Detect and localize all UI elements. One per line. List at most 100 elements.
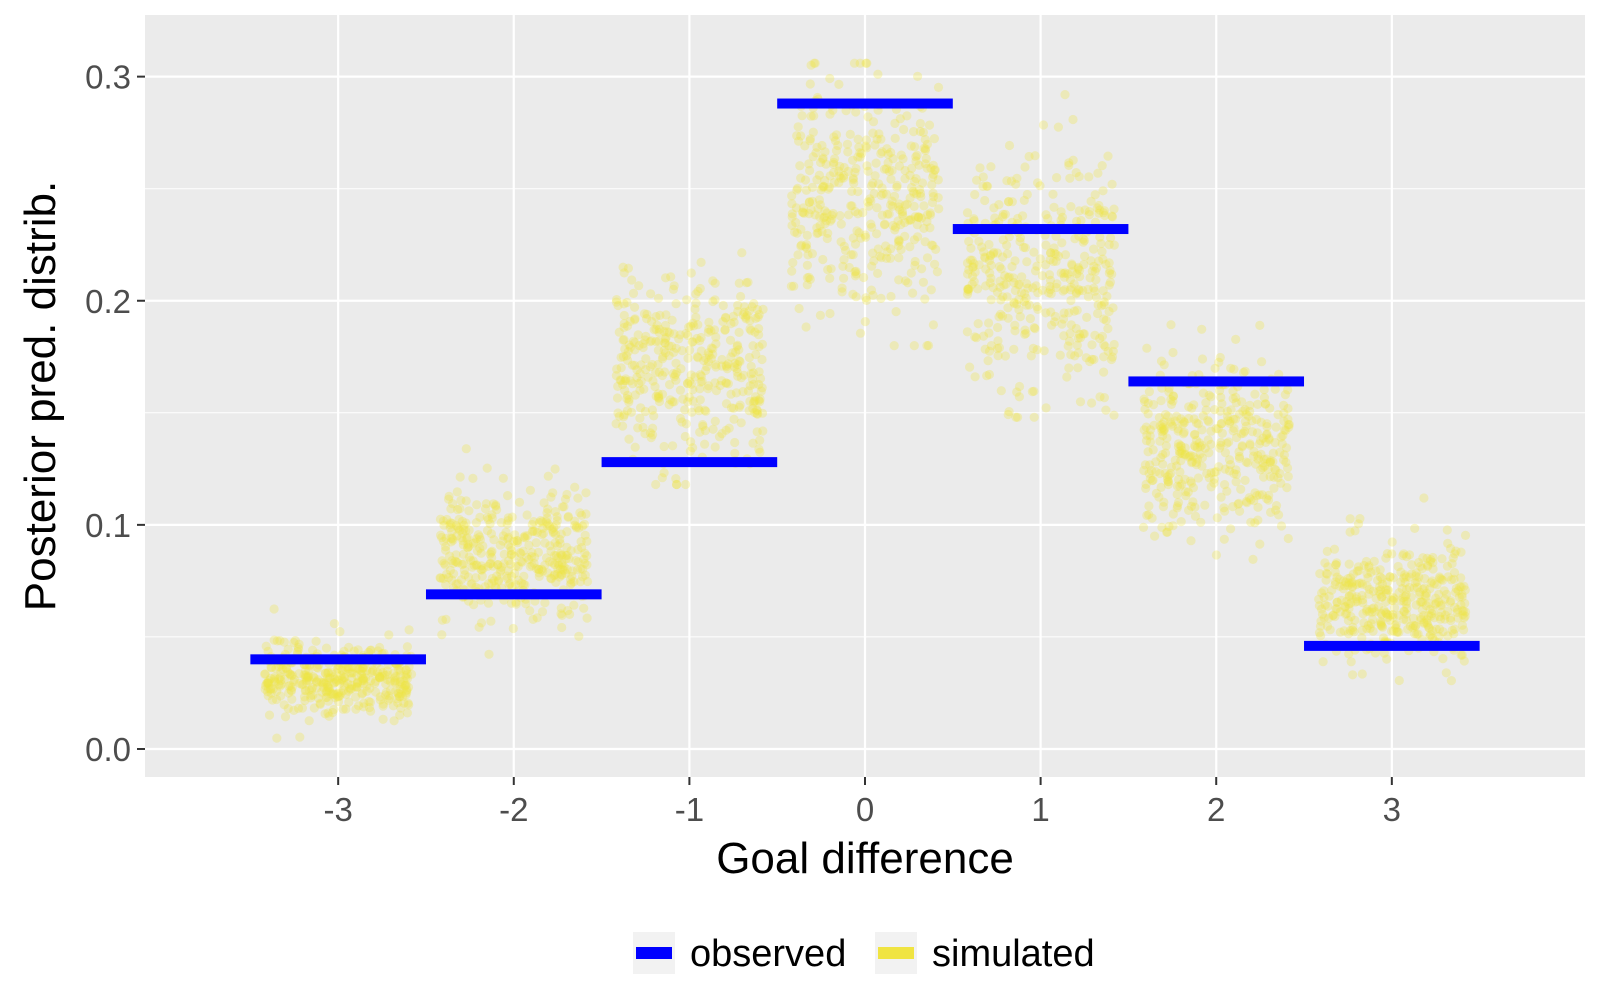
simulated-point — [686, 379, 697, 389]
simulated-point — [1189, 414, 1199, 424]
simulated-point — [687, 407, 697, 417]
simulated-point — [323, 708, 333, 718]
simulated-point — [1103, 151, 1113, 161]
simulated-point — [1016, 288, 1027, 298]
simulated-point — [527, 548, 537, 558]
simulated-point — [541, 517, 551, 527]
simulated-point — [1148, 445, 1158, 455]
simulated-point — [1098, 186, 1108, 196]
simulated-point — [569, 577, 579, 587]
simulated-point — [881, 164, 892, 174]
simulated-point — [892, 182, 902, 192]
simulated-point — [648, 430, 658, 440]
simulated-point — [1237, 397, 1247, 407]
simulated-point — [396, 689, 406, 699]
simulated-point — [1176, 414, 1186, 424]
simulated-point — [471, 573, 481, 583]
simulated-point — [931, 244, 941, 254]
simulated-point — [484, 649, 494, 659]
simulated-point — [329, 678, 339, 688]
simulated-point — [1412, 582, 1422, 593]
simulated-point — [401, 665, 411, 675]
simulated-point — [1187, 403, 1197, 413]
simulated-point — [279, 637, 289, 647]
simulated-point — [1076, 215, 1086, 226]
simulated-point — [366, 706, 376, 716]
simulated-point — [805, 79, 815, 89]
simulated-point — [403, 698, 413, 708]
simulated-point — [358, 673, 368, 684]
simulated-point — [561, 554, 571, 564]
simulated-point — [365, 697, 375, 707]
simulated-point — [994, 343, 1005, 353]
simulated-point — [1229, 364, 1239, 374]
simulated-point — [344, 697, 354, 707]
simulated-point — [1229, 423, 1239, 433]
simulated-point — [402, 687, 412, 698]
simulated-point — [1210, 363, 1220, 373]
simulated-point — [487, 578, 497, 589]
simulated-point — [333, 697, 344, 707]
simulated-point — [1346, 657, 1356, 667]
simulated-point — [1096, 239, 1106, 249]
simulated-point — [308, 672, 318, 682]
simulated-point — [527, 526, 537, 537]
simulated-point — [1002, 240, 1012, 250]
simulated-point — [261, 681, 271, 691]
simulated-point — [438, 573, 448, 584]
simulated-point — [545, 521, 555, 531]
simulated-point — [519, 571, 529, 581]
simulated-point — [493, 560, 503, 570]
simulated-point — [825, 216, 836, 226]
simulated-point — [1141, 483, 1151, 493]
simulated-point — [1283, 414, 1293, 424]
simulated-point — [797, 111, 807, 121]
simulated-point — [477, 565, 487, 575]
simulated-point — [566, 578, 576, 588]
simulated-point — [380, 690, 391, 700]
simulated-point — [708, 296, 718, 307]
simulated-point — [459, 520, 469, 530]
simulated-point — [336, 671, 346, 681]
simulated-point — [344, 642, 354, 653]
simulated-point — [263, 691, 273, 701]
simulated-point — [1190, 429, 1200, 439]
simulated-point — [441, 614, 451, 625]
simulated-point — [1197, 324, 1207, 334]
simulated-point — [624, 434, 634, 444]
simulated-point — [643, 372, 653, 382]
simulated-point — [624, 340, 634, 350]
simulated-point — [894, 235, 904, 245]
simulated-point — [546, 573, 556, 583]
simulated-point — [304, 685, 314, 695]
simulated-point — [485, 559, 495, 569]
simulated-point — [745, 316, 755, 326]
simulated-point — [919, 201, 929, 211]
simulated-point — [909, 341, 919, 351]
simulated-point — [787, 199, 797, 209]
simulated-point — [1087, 398, 1097, 408]
simulated-point — [320, 679, 330, 689]
simulated-point — [538, 528, 549, 539]
simulated-point — [924, 120, 935, 130]
simulated-point — [275, 636, 285, 646]
simulated-point — [1329, 544, 1340, 554]
simulated-point — [1434, 589, 1444, 600]
simulated-point — [1156, 482, 1166, 492]
simulated-point — [680, 405, 690, 415]
simulated-point — [658, 352, 668, 362]
simulated-point — [748, 341, 758, 351]
simulated-point — [438, 536, 449, 547]
simulated-point — [482, 463, 492, 473]
simulated-point — [555, 564, 566, 574]
simulated-point — [319, 677, 329, 688]
simulated-point — [383, 691, 394, 701]
simulated-point — [1442, 561, 1452, 571]
simulated-point — [315, 698, 325, 709]
simulated-point — [624, 395, 634, 405]
observed-bar-0 — [250, 654, 426, 665]
simulated-point — [312, 677, 322, 687]
simulated-point — [508, 623, 518, 634]
simulated-point — [548, 558, 558, 568]
simulated-point — [984, 369, 995, 380]
